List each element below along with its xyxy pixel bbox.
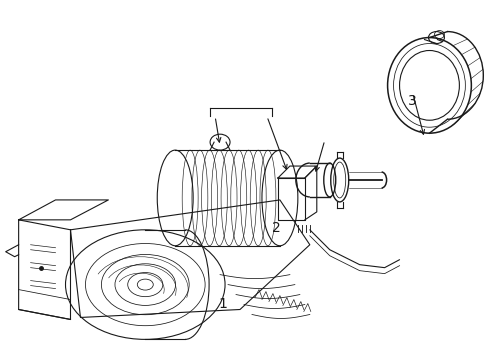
Text: 2: 2 — [271, 221, 280, 235]
Text: 1: 1 — [218, 297, 226, 311]
Text: 3: 3 — [407, 94, 416, 108]
